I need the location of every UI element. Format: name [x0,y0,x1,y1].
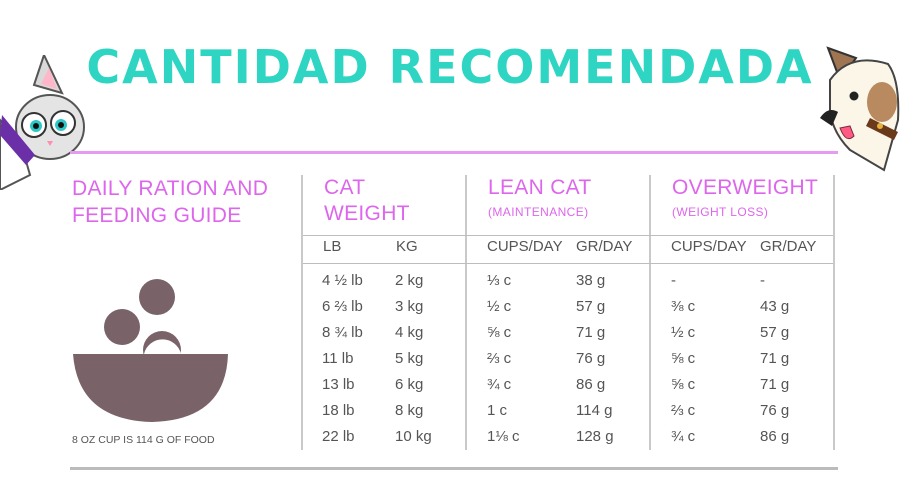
table-row: 13 lb 6 kg ¾ c 86 g ⅝ c 71 g [0,376,900,402]
table-row: 11 lb 5 kg ⅔ c 76 g ⅝ c 71 g [0,350,900,376]
cell-lean-gr: 76 g [576,350,606,367]
bottom-rule [70,467,838,470]
cell-over-gr: 86 g [760,428,790,445]
cell-lean-cups: ⅝ c [487,324,512,341]
separator-cat [301,175,303,450]
cell-lean-cups: 1⅛ c [487,428,520,445]
subheader-lean-cups: CUPS/DAY [487,238,563,255]
separator-right [833,175,835,450]
cell-kg: 10 kg [395,428,432,445]
cell-over-cups: ⅜ c [671,298,696,315]
cell-kg: 6 kg [395,376,424,393]
food-note: 8 OZ CUP IS 114 G OF FOOD [72,434,215,446]
subheader-over-gr: GR/DAY [760,238,817,255]
food-bowl-icon [73,279,228,422]
dog-mascot [820,46,900,172]
cell-over-gr: - [760,272,765,289]
cell-over-cups: ⅝ c [671,376,696,393]
separator-lean [465,175,467,450]
cell-kg: 3 kg [395,298,424,315]
cell-over-gr: 71 g [760,350,790,367]
cell-lean-cups: ⅓ c [487,272,512,289]
col-overweight: OVERWEIGHT (WEIGHT LOSS) [672,175,832,219]
cell-lean-gr: 114 g [576,402,613,419]
cell-lean-cups: ¾ c [487,376,512,393]
cell-lean-gr: 86 g [576,376,606,393]
cell-lean-gr: 128 g [576,428,614,445]
top-rule [70,151,838,154]
cell-lb: 18 lb [322,402,355,419]
subheader-kg: KG [396,238,418,255]
col-cat-weight: CAT WEIGHT [324,175,454,227]
cell-lean-gr: 71 g [576,324,606,341]
cell-lean-gr: 57 g [576,298,606,315]
cell-over-cups: ⅔ c [671,402,696,419]
table-row: 22 lb 10 kg 1⅛ c 128 g ¾ c 86 g [0,428,900,454]
cell-lb: 22 lb [322,428,355,445]
cat-mascot [0,55,85,190]
cell-kg: 8 kg [395,402,424,419]
cell-lean-cups: ⅔ c [487,350,512,367]
subheader-over-cups: CUPS/DAY [671,238,747,255]
page-title: CANTIDAD RECOMENDADA [86,40,814,94]
cell-over-cups: ½ c [671,324,696,341]
cell-over-gr: 71 g [760,376,790,393]
cell-kg: 4 kg [395,324,424,341]
col-lean-cat-sub: (MAINTENANCE) [488,205,589,219]
cell-lb: 11 lb [322,350,354,367]
table-row: 6 ⅔ lb 3 kg ½ c 57 g ⅜ c 43 g [0,298,900,324]
table-row: 4 ½ lb 2 kg ⅓ c 38 g - - [0,272,900,298]
header-divider [303,235,833,236]
table-row: 18 lb 8 kg 1 c 114 g ⅔ c 76 g [0,402,900,428]
separator-over [649,175,651,450]
cell-kg: 2 kg [395,272,424,289]
cell-over-cups: ⅝ c [671,350,696,367]
cell-kg: 5 kg [395,350,424,367]
cell-lb: 13 lb [322,376,355,393]
col-overweight-sub: (WEIGHT LOSS) [672,205,769,219]
cell-lb: 6 ⅔ lb [322,298,363,315]
guide-title: DAILY RATION AND FEEDING GUIDE [72,177,269,227]
cell-over-gr: 43 g [760,298,790,315]
cell-over-cups: ¾ c [671,428,696,445]
cell-over-gr: 76 g [760,402,790,419]
subheader-lean-gr: GR/DAY [576,238,633,255]
col-lean-cat-title: LEAN CAT [488,176,592,199]
cell-lb: 4 ½ lb [322,272,363,289]
cell-lean-cups: 1 c [487,402,508,419]
cell-lean-cups: ½ c [487,298,512,315]
cell-lean-gr: 38 g [576,272,606,289]
subheader-lb: LB [323,238,342,255]
col-overweight-title: OVERWEIGHT [672,176,819,199]
cell-over-cups: - [671,272,676,289]
cell-over-gr: 57 g [760,324,790,341]
cell-lb: 8 ¾ lb [322,324,363,341]
col-cat-weight-title: CAT WEIGHT [324,176,410,225]
subheader-divider [303,263,833,264]
col-lean-cat: LEAN CAT (MAINTENANCE) [488,175,643,219]
table-row: 8 ¾ lb 4 kg ⅝ c 71 g ½ c 57 g [0,324,900,350]
